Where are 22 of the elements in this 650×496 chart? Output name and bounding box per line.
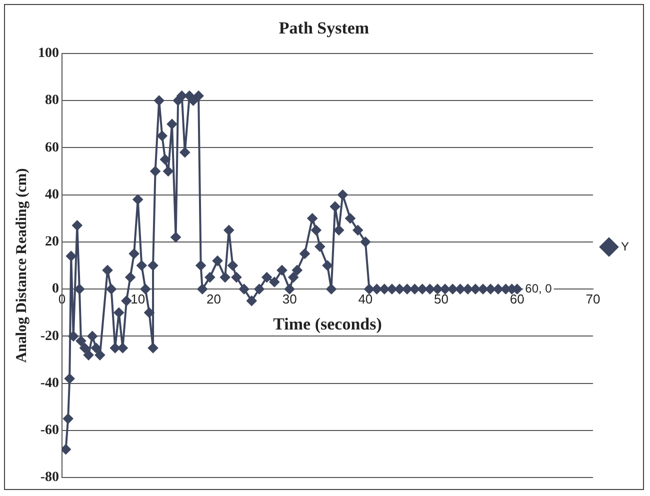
x-tick-label: 50 [434,291,449,306]
y-axis-title: Analog Distance Reading (cm) [14,168,30,363]
y-tick-label: 80 [45,93,59,108]
x-tick-label: 10 [130,291,146,306]
x-tick-label: 70 [586,291,600,306]
y-tick-label: 40 [45,187,59,202]
y-tick-label: -80 [40,470,59,486]
chart-title: Path System [278,18,370,38]
y-tick-label: 20 [45,234,59,250]
y-tick-label: -60 [40,423,59,438]
x-tick-label: 30 [282,291,297,306]
x-tick-label: 60 [510,291,524,306]
y-tick-label: 60 [45,140,59,156]
legend-label: Y [620,239,630,254]
annotation: 60, 0 [525,281,552,296]
y-tick-label: -20 [40,328,59,344]
y-tick-label: -40 [40,376,59,391]
y-tick-label: 0 [52,282,59,297]
x-tick-label: 40 [358,291,373,306]
x-tick-label: 20 [206,291,221,306]
y-tick-label: 100 [38,46,59,62]
x-axis-title: Time (seconds) [273,314,382,334]
